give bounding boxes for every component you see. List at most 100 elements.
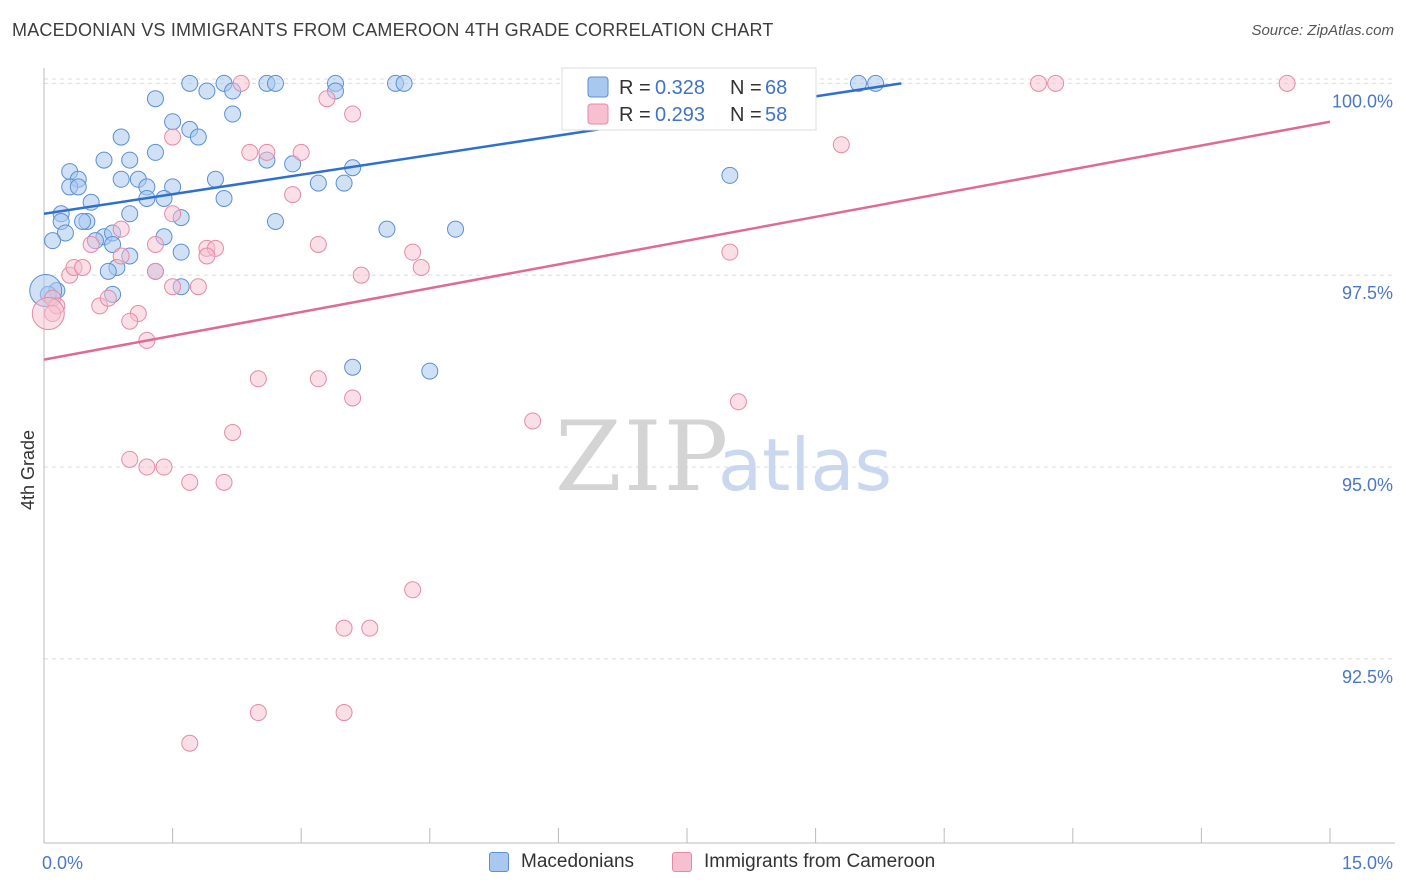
cameroon-point[interactable] bbox=[284, 186, 302, 204]
macedonian-point[interactable] bbox=[164, 113, 182, 131]
y-tick-label: 92.5% bbox=[1342, 667, 1393, 687]
macedonian-point[interactable] bbox=[189, 128, 207, 146]
y-tick-label: 100.0% bbox=[1332, 91, 1393, 111]
cameroon-point[interactable] bbox=[1047, 74, 1065, 92]
cameroon-point[interactable] bbox=[344, 389, 362, 407]
macedonian-point[interactable] bbox=[447, 220, 465, 238]
macedonian-point[interactable] bbox=[224, 105, 242, 123]
cameroon-point[interactable] bbox=[404, 581, 422, 599]
macedonian-point[interactable] bbox=[849, 74, 867, 92]
macedonian-point[interactable] bbox=[335, 174, 353, 192]
cameroon-point[interactable] bbox=[1278, 74, 1296, 92]
macedonian-point[interactable] bbox=[206, 170, 224, 188]
cameroon-point[interactable] bbox=[215, 473, 233, 491]
macedonian-point[interactable] bbox=[99, 262, 117, 280]
macedonian-point[interactable] bbox=[155, 189, 173, 207]
cameroon-point[interactable] bbox=[224, 423, 242, 441]
macedonian-point[interactable] bbox=[121, 151, 139, 169]
cameroon-point[interactable] bbox=[164, 205, 182, 223]
cameroon-point[interactable] bbox=[404, 243, 422, 261]
grid-lines bbox=[44, 78, 1395, 660]
macedonian-point[interactable] bbox=[181, 74, 199, 92]
macedonian-point[interactable] bbox=[395, 74, 413, 92]
cameroon-point[interactable] bbox=[112, 247, 130, 265]
cameroon-point[interactable] bbox=[112, 220, 130, 238]
x-tick-label-min: 0.0% bbox=[42, 853, 83, 873]
cameroon-point[interactable] bbox=[335, 619, 353, 637]
macedonian-point[interactable] bbox=[378, 220, 396, 238]
macedonian-point[interactable] bbox=[104, 235, 122, 253]
cameroon-point[interactable] bbox=[164, 128, 182, 146]
macedonian-point[interactable] bbox=[69, 178, 87, 196]
macedonian-point[interactable] bbox=[721, 166, 739, 184]
cameroon-point[interactable] bbox=[181, 734, 199, 752]
y-tick-label: 97.5% bbox=[1342, 283, 1393, 303]
cameroon-point[interactable] bbox=[121, 450, 139, 468]
cameroon-point[interactable] bbox=[721, 243, 739, 261]
macedonian-point[interactable] bbox=[74, 212, 92, 230]
cameroon-point[interactable] bbox=[249, 704, 267, 722]
cameroon-point[interactable] bbox=[189, 278, 207, 296]
cameroon-point[interactable] bbox=[309, 235, 327, 253]
macedonian-point[interactable] bbox=[309, 174, 327, 192]
cameroon-point[interactable] bbox=[181, 473, 199, 491]
macedonian-point[interactable] bbox=[56, 224, 74, 242]
legend-swatch-macedonians bbox=[587, 76, 609, 98]
cameroon-point[interactable] bbox=[352, 266, 370, 284]
cameroon-point[interactable] bbox=[258, 143, 276, 161]
cameroon-point[interactable] bbox=[74, 259, 92, 277]
macedonian-point[interactable] bbox=[112, 170, 130, 188]
macedonian-point[interactable] bbox=[421, 362, 439, 380]
cameroon-point[interactable] bbox=[146, 235, 164, 253]
cameroon-point[interactable] bbox=[318, 90, 336, 108]
stats-legend: R = 0.328 N = 68 R = 0.293 N = 58 bbox=[561, 67, 817, 131]
cameroon-point[interactable] bbox=[729, 393, 747, 411]
legend-item-cameroon[interactable]: Immigrants from Cameroon bbox=[672, 851, 935, 873]
watermark-zip: ZIP bbox=[555, 401, 730, 513]
legend-label-macedonians: Macedonians bbox=[521, 851, 635, 872]
cameroon-point[interactable] bbox=[249, 370, 267, 388]
cameroon-point[interactable] bbox=[241, 143, 259, 161]
legend-item-macedonians[interactable]: Macedonians bbox=[489, 851, 634, 873]
macedonian-point[interactable] bbox=[215, 189, 233, 207]
macedonian-point[interactable] bbox=[284, 155, 302, 173]
macedonian-point[interactable] bbox=[344, 358, 362, 376]
watermark: ZIP atlas bbox=[555, 401, 892, 513]
cameroon-point[interactable] bbox=[832, 136, 850, 154]
macedonian-point[interactable] bbox=[121, 205, 139, 223]
macedonian-point[interactable] bbox=[198, 82, 216, 100]
macedonian-point[interactable] bbox=[172, 243, 190, 261]
cameroon-point[interactable] bbox=[164, 278, 182, 296]
cameroon-point[interactable] bbox=[232, 74, 250, 92]
macedonian-point[interactable] bbox=[112, 128, 130, 146]
cameroon-point[interactable] bbox=[412, 259, 430, 277]
cameroon-point[interactable] bbox=[31, 297, 65, 331]
cameroon-point[interactable] bbox=[361, 619, 379, 637]
cameroon-point[interactable] bbox=[309, 370, 327, 388]
cameroon-point[interactable] bbox=[344, 105, 362, 123]
macedonian-point[interactable] bbox=[266, 74, 284, 92]
cameroon-point[interactable] bbox=[292, 143, 310, 161]
macedonian-point[interactable] bbox=[146, 90, 164, 108]
legend-n-value-2: 58 bbox=[765, 104, 787, 126]
legend-n-label-2: N = bbox=[730, 104, 762, 126]
macedonian-point[interactable] bbox=[95, 151, 113, 169]
cameroon-point[interactable] bbox=[121, 312, 139, 330]
cameroon-point[interactable] bbox=[99, 289, 117, 307]
cameroon-point[interactable] bbox=[198, 247, 216, 265]
macedonian-point[interactable] bbox=[44, 232, 62, 250]
scatter-points bbox=[29, 74, 1296, 752]
cameroon-point[interactable] bbox=[524, 412, 542, 430]
x-tick-label-max: 15.0% bbox=[1342, 853, 1393, 873]
legend-label-cameroon: Immigrants from Cameroon bbox=[704, 851, 936, 872]
cameroon-point[interactable] bbox=[146, 262, 164, 280]
cameroon-point[interactable] bbox=[155, 458, 173, 476]
legend-r-label-2: R = bbox=[619, 104, 651, 126]
cameroon-point[interactable] bbox=[1030, 74, 1048, 92]
cameroon-point[interactable] bbox=[138, 458, 156, 476]
cameroon-point[interactable] bbox=[82, 235, 100, 253]
macedonian-point[interactable] bbox=[266, 212, 284, 230]
series-legend: Macedonians Immigrants from Cameroon bbox=[0, 851, 1406, 879]
macedonian-point[interactable] bbox=[146, 143, 164, 161]
cameroon-point[interactable] bbox=[335, 704, 353, 722]
